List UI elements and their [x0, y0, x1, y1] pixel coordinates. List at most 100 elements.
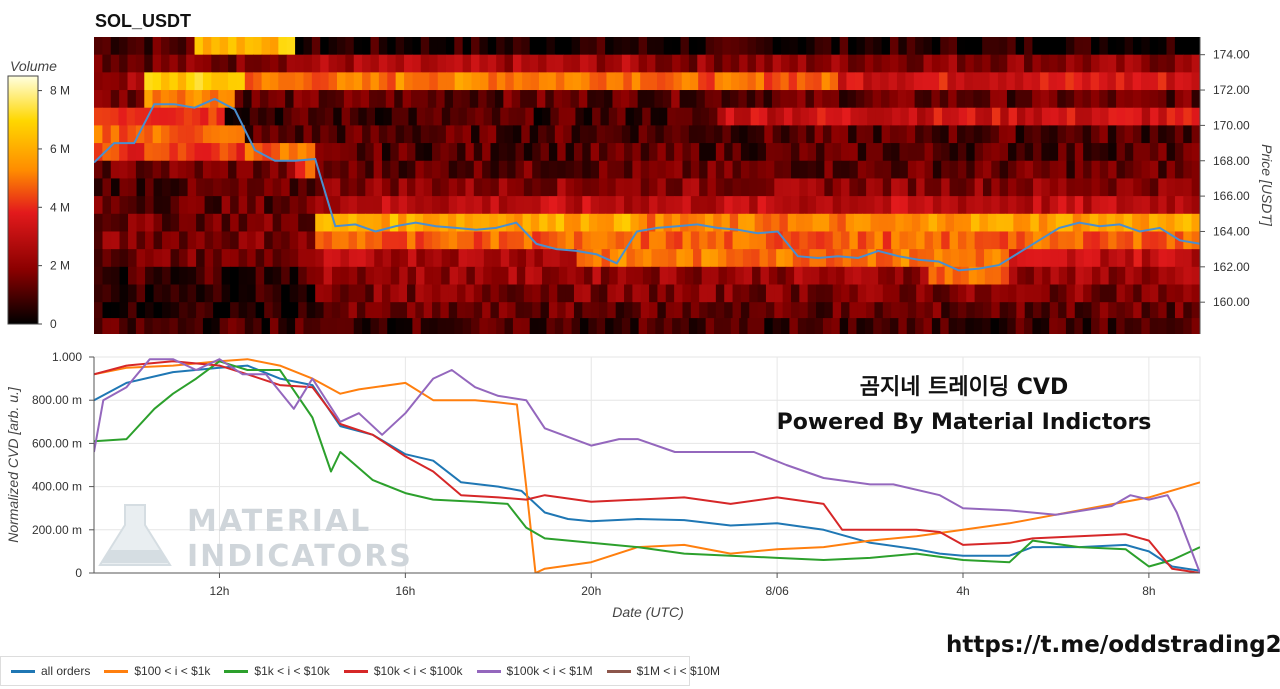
heatmap-cell [699, 231, 709, 250]
heatmap-cell [1116, 160, 1126, 180]
heatmap-cell [684, 249, 694, 268]
heatmap-cell [94, 213, 104, 233]
heatmap-cell [1040, 90, 1050, 109]
heatmap-cell [465, 160, 475, 180]
heatmap-cell [998, 318, 1008, 334]
heatmap-cell [939, 72, 949, 91]
heatmap-cell [579, 125, 589, 144]
heatmap-cell [749, 160, 759, 180]
heatmap-cell [479, 37, 489, 56]
heatmap-cell [332, 249, 342, 268]
heatmap-cell [889, 90, 899, 109]
heatmap-cell [445, 318, 455, 334]
heatmap-cell [630, 37, 640, 56]
heatmap-cell [404, 318, 413, 334]
heatmap-cell [370, 318, 380, 334]
heatmap-cell [1025, 266, 1035, 286]
heatmap-cell [649, 284, 659, 303]
heatmap-cell [1066, 107, 1076, 126]
telegram-url[interactable]: https://t.me/oddstrading2 [946, 632, 1280, 658]
heatmap-cell [654, 90, 664, 109]
heatmap-cell [491, 107, 501, 126]
heatmap-cell [1006, 90, 1016, 109]
heatmap-cell [529, 125, 539, 144]
heatmap-cell [320, 125, 330, 144]
heatmap-cell [640, 160, 650, 180]
legend-item[interactable]: $1k < i < $10k [224, 664, 330, 678]
heatmap-cell [1150, 266, 1160, 286]
heatmap-cell [899, 302, 909, 321]
heatmap-cell [272, 302, 282, 321]
heatmap-cell [119, 160, 129, 180]
heatmap-cell [119, 143, 129, 162]
heatmap-cell [462, 54, 472, 73]
legend-item[interactable]: $10k < i < $100k [343, 664, 463, 678]
heatmap-cell [631, 72, 641, 91]
heatmap-cell [186, 143, 196, 162]
heatmap-cell [553, 90, 563, 109]
legend-item[interactable]: all orders [11, 664, 90, 678]
heatmap-cell [1141, 90, 1151, 109]
heatmap-cell [663, 37, 673, 56]
legend-item[interactable]: $1M < i < $10M [606, 664, 720, 678]
heatmap-cell [1058, 107, 1068, 126]
legend-item[interactable]: $100k < i < $1M [476, 664, 593, 678]
heatmap-cell [415, 231, 425, 250]
cvd-x-tick-label: 8/06 [765, 584, 789, 598]
heatmap-cell [134, 107, 144, 126]
heatmap-cell [390, 284, 400, 303]
heatmap-cell [1191, 318, 1200, 334]
heatmap-cell [784, 249, 794, 268]
heatmap-cell [1166, 266, 1176, 286]
heatmap-cell [306, 249, 316, 268]
heatmap-cell [916, 143, 926, 162]
heatmap-cell [613, 54, 623, 73]
heatmap-cell [323, 302, 333, 321]
heatmap-cell [466, 266, 476, 286]
heatmap-cell [548, 231, 558, 250]
heatmap-cell [1066, 160, 1076, 180]
heatmap-cell [647, 318, 656, 334]
heatmap-cell [348, 266, 358, 286]
heatmap-cell [550, 107, 560, 126]
heatmap-cell [765, 231, 775, 250]
heatmap-cell [632, 302, 642, 321]
legend-item[interactable]: $100 < i < $1k [104, 664, 210, 678]
heatmap-cell [757, 160, 767, 180]
heatmap-cell [1056, 72, 1066, 91]
heatmap-cell [119, 37, 129, 56]
heatmap-cell [1099, 318, 1109, 334]
heatmap-cell [278, 72, 288, 91]
heatmap-cell [170, 266, 180, 286]
heatmap-cell [119, 284, 129, 303]
heatmap-cell [721, 90, 731, 109]
heatmap-cell [457, 143, 467, 162]
heatmap-cell [824, 302, 834, 321]
heatmap-cell [1074, 284, 1084, 303]
heatmap-cell [937, 213, 947, 233]
heatmap-cell [841, 231, 851, 250]
heatmap-cell [515, 178, 525, 197]
heatmap-cell [320, 37, 330, 56]
heatmap-cell [621, 318, 631, 334]
heatmap-cell [251, 90, 261, 109]
heatmap-cell [161, 72, 171, 91]
heatmap-cell [1050, 107, 1060, 126]
heatmap-cell [1175, 249, 1184, 268]
heatmap-cell [226, 90, 236, 109]
heatmap-cell [179, 178, 189, 197]
heatmap-cell [102, 143, 112, 162]
heatmap-cell [563, 318, 573, 334]
heatmap-cell [1033, 143, 1043, 162]
heatmap-cell [324, 107, 334, 126]
heatmap-cell [948, 125, 958, 144]
heatmap-cell [940, 125, 950, 144]
heatmap-cell [234, 90, 244, 109]
heatmap-cell [482, 196, 492, 215]
heatmap-cell [750, 107, 760, 126]
heatmap-cell [224, 107, 234, 126]
heatmap-cell [1041, 160, 1051, 180]
heatmap-cell [241, 107, 251, 126]
heatmap-cell [127, 72, 137, 91]
heatmap-cell [657, 72, 666, 91]
